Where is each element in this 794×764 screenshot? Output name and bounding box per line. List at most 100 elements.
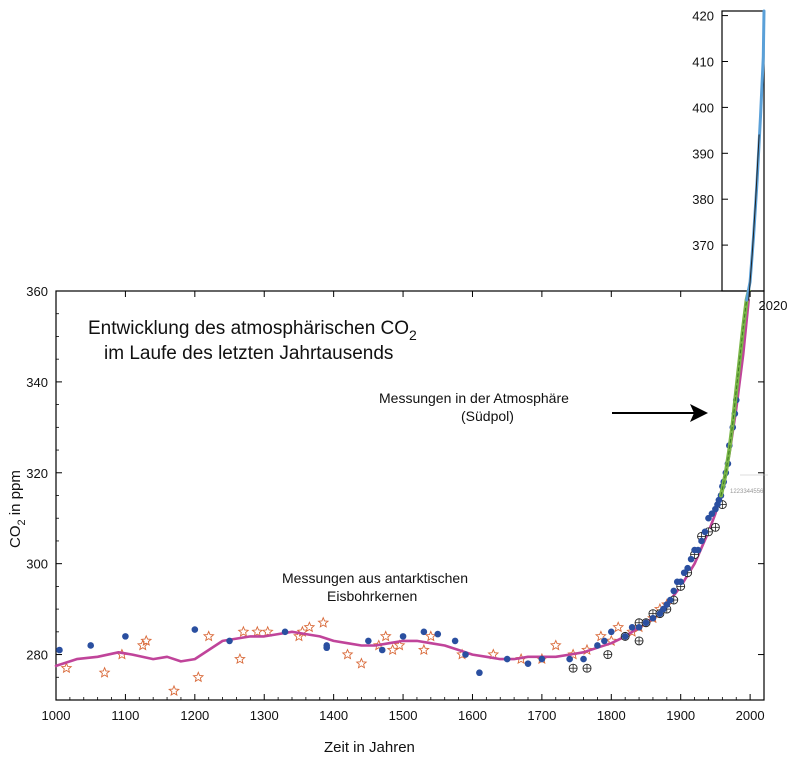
icecore-smooth-curve xyxy=(54,298,750,668)
star-point xyxy=(424,630,437,642)
star-point xyxy=(355,657,368,669)
x-tick-label: 1100 xyxy=(111,708,139,723)
blue-dot-point xyxy=(538,655,546,663)
x-tick-label: 1600 xyxy=(458,708,487,723)
blue-dot-point xyxy=(365,637,372,645)
blue-dot-point xyxy=(628,623,636,631)
star-point xyxy=(202,630,215,642)
star-point xyxy=(237,625,250,637)
chart-title-line2: im Laufe des letzten Jahrtausends xyxy=(104,343,393,364)
x-tick-label: 1200 xyxy=(180,708,209,723)
icecore-annotation-line1: Messungen aus antarktischen xyxy=(282,570,468,586)
title-subscript: 2 xyxy=(409,327,417,343)
star-point xyxy=(386,643,399,656)
inset-y-tick-label: 410 xyxy=(692,54,714,69)
star-point xyxy=(379,630,392,642)
blue-dot-point xyxy=(87,642,95,649)
inset-y-tick-label: 390 xyxy=(692,146,714,161)
x-tick-label: 1700 xyxy=(527,708,556,723)
blue-dot-point xyxy=(708,510,716,517)
blue-dot-point xyxy=(705,514,712,522)
x-tick-label: 1800 xyxy=(597,708,626,723)
icecore-annotation-line2: Eisbohrkernen xyxy=(327,588,417,604)
blue-dot-point xyxy=(642,619,650,627)
blue-dot-point xyxy=(420,628,428,636)
star-point xyxy=(549,639,562,651)
blue-dot-point xyxy=(660,605,667,613)
blue-dot-point xyxy=(607,628,615,636)
inset-y-tick-label: 400 xyxy=(692,100,714,115)
y-axis-title: CO2 in ppm xyxy=(7,470,28,548)
star-point xyxy=(261,625,274,637)
star-point xyxy=(303,621,316,633)
blue-dot-point xyxy=(451,637,459,645)
blue-dot-point xyxy=(635,623,643,631)
blue-dot-point xyxy=(663,601,671,608)
star-point xyxy=(341,648,354,660)
blue-dot-point xyxy=(56,646,63,654)
blue-dot-point xyxy=(684,564,691,572)
x-tick-label: 1300 xyxy=(250,708,279,723)
y-tick-label: 340 xyxy=(26,375,48,390)
blue-dot-point xyxy=(191,626,199,633)
blue-dot-point xyxy=(687,555,695,563)
blue-dot-point xyxy=(462,651,469,658)
x-axis-title: Zeit in Jahren xyxy=(324,739,415,756)
annotation-arrow-head xyxy=(690,404,708,422)
star-point xyxy=(317,616,330,628)
inset-y-tick-label: 380 xyxy=(692,192,714,207)
star-point xyxy=(192,671,205,683)
recent-measurement-line xyxy=(745,9,766,302)
star-point xyxy=(393,639,406,651)
blue-dot-point xyxy=(476,669,483,677)
x-tick-label: 1500 xyxy=(389,708,418,723)
star-point xyxy=(234,652,246,665)
atmosphere-annotation-line2: (Südpol) xyxy=(461,408,514,424)
blue-dot-point xyxy=(677,578,685,586)
star-point xyxy=(594,630,607,642)
x-tick-label: 1400 xyxy=(319,708,348,723)
blue-dot-point xyxy=(694,546,702,554)
y-tick-label: 360 xyxy=(26,284,48,299)
blue-dot-point xyxy=(323,644,331,652)
blue-dot-point xyxy=(524,660,532,667)
atmosphere-measurement-line xyxy=(719,289,751,498)
star-point xyxy=(612,621,625,633)
blue-dot-point xyxy=(666,596,674,604)
inset-dark-trace xyxy=(748,134,760,301)
x-tick-label: 2000 xyxy=(736,708,765,723)
blue-dot-point xyxy=(698,537,705,545)
star-point xyxy=(417,643,430,656)
blue-dot-point xyxy=(649,614,657,622)
blue-dot-point xyxy=(503,655,511,663)
star-point xyxy=(140,634,153,646)
star-point xyxy=(98,666,111,678)
blue-dot-point xyxy=(656,610,664,617)
star-point xyxy=(136,639,149,651)
blue-dot-point xyxy=(281,628,289,636)
x-tick-label: 1000 xyxy=(42,708,71,723)
blue-dot-point xyxy=(226,637,233,645)
inset-y-tick-label: 420 xyxy=(692,9,714,24)
chart-title-line1: Entwicklung des atmosphärischen CO2 xyxy=(88,318,417,343)
blue-dot-point xyxy=(378,646,386,654)
blue-dot-point xyxy=(670,587,678,595)
blue-dot-point xyxy=(122,633,129,640)
y-tick-label: 280 xyxy=(26,648,48,663)
inset-x-tick-label: 2020 xyxy=(759,298,788,313)
blue-dot-point xyxy=(601,637,608,645)
atmosphere-measurement-dash xyxy=(720,290,750,496)
blue-dot-point xyxy=(701,528,709,536)
star-point xyxy=(251,625,264,637)
blue-dot-point xyxy=(399,633,407,640)
blue-dot-point xyxy=(680,569,688,577)
atmosphere-annotation-line1: Messungen in der Atmosphäre xyxy=(379,390,569,406)
y-tick-label: 320 xyxy=(26,466,48,481)
small-faint-label: 1223344556 xyxy=(730,489,764,495)
blue-dot-point xyxy=(594,642,601,649)
y-tick-label: 300 xyxy=(26,557,48,572)
star-point xyxy=(60,662,73,674)
inset-y-tick-label: 370 xyxy=(692,238,714,253)
blue-dot-point xyxy=(566,655,573,663)
